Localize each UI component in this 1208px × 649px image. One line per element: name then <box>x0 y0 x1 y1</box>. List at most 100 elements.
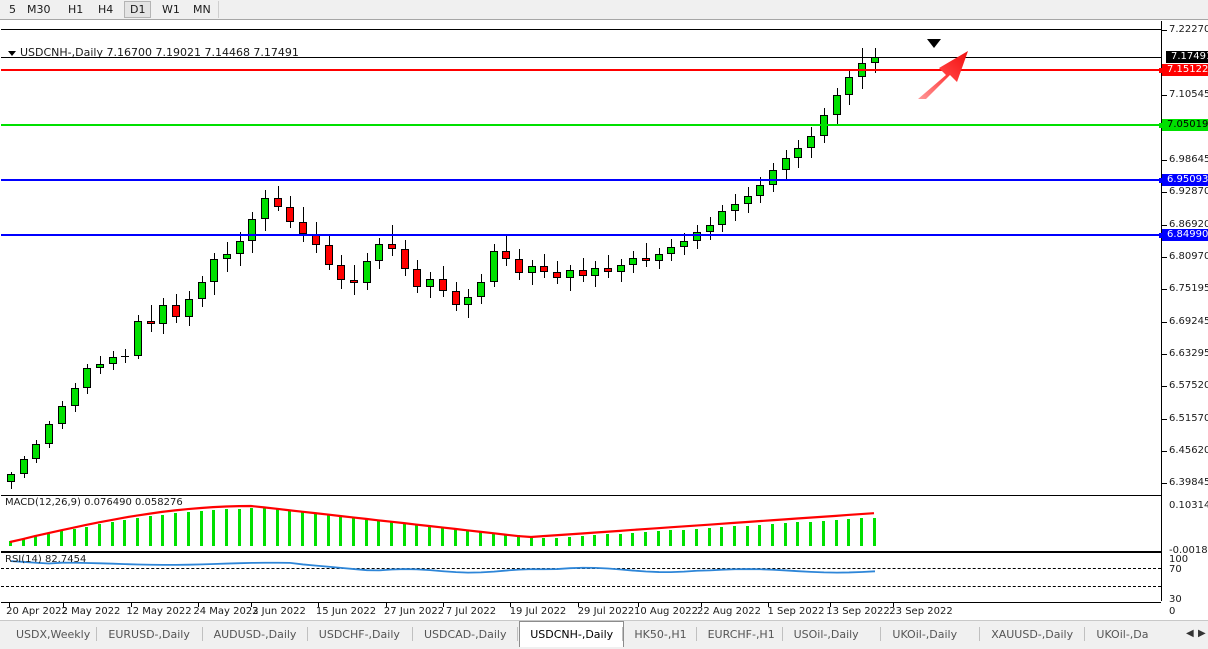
candlestick <box>871 21 879 493</box>
candlestick <box>109 21 117 493</box>
horizontal-level-line[interactable] <box>1 178 1161 181</box>
timeframe-h4-button[interactable]: H4 <box>98 3 114 16</box>
horizontal-level-line[interactable] <box>1 68 1161 71</box>
price-level-marker[interactable] <box>1159 177 1164 183</box>
candle-wick <box>151 304 152 332</box>
date-tick <box>198 603 199 607</box>
candle-wick <box>570 264 571 292</box>
up-right-arrow-annotation[interactable] <box>916 49 976 101</box>
candlestick <box>388 21 396 493</box>
chart-tab-ukoil-daily[interactable]: UKOil-,Daily <box>892 628 958 641</box>
chart-tab-ukoil-da[interactable]: UKOil-,Da <box>1096 628 1149 641</box>
chart-window[interactable]: USDCNH-,Daily 7.16700 7.19021 7.14468 7.… <box>0 19 1208 620</box>
chart-tab-audusd-daily[interactable]: AUDUSD-,Daily <box>213 628 297 641</box>
tab-separator <box>201 627 203 641</box>
candle-body <box>147 321 155 324</box>
price-tick <box>1162 451 1167 453</box>
price-level-badge[interactable]: 7.05019 <box>1162 119 1208 132</box>
candlestick <box>325 21 333 493</box>
candle-body <box>134 321 142 356</box>
horizontal-level-line[interactable] <box>1 124 1161 127</box>
chart-tab-xauusd-daily[interactable]: XAUUSD-,Daily <box>991 628 1074 641</box>
macd-histogram-bar <box>708 528 711 546</box>
price-tick-label: 6.39845 <box>1169 476 1208 488</box>
rsi-level-line <box>1 585 1161 587</box>
price-level-badge[interactable]: 7.15122 <box>1162 63 1208 76</box>
chart-tab-usoil-daily[interactable]: USOil-,Daily <box>793 628 859 641</box>
price-level-badge[interactable]: 6.95093 <box>1162 173 1208 186</box>
candlestick <box>731 21 739 493</box>
candlestick <box>198 21 206 493</box>
chart-tab-usdcnh-daily[interactable]: USDCNH-,Daily <box>519 621 625 647</box>
macd-histogram-bar <box>695 528 698 546</box>
candlestick <box>350 21 358 493</box>
macd-histogram-bar <box>606 534 609 546</box>
macd-histogram-bar <box>327 514 330 546</box>
chart-top-boundary-line <box>1 29 1161 30</box>
candlestick <box>185 21 193 493</box>
price-tick <box>1162 354 1167 356</box>
candle-body <box>413 268 421 287</box>
macd-pane[interactable]: MACD(12,26,9) 0.076490 0.058276 <box>1 495 1161 552</box>
candlestick <box>413 21 421 493</box>
macd-histogram-bar <box>365 518 368 546</box>
timeframe-5-button[interactable]: 5 <box>9 3 16 16</box>
candle-body <box>655 253 663 262</box>
price-pane[interactable] <box>1 21 1161 493</box>
macd-histogram-bar <box>73 528 76 546</box>
candlestick <box>477 21 485 493</box>
price-tick-label: 6.80970 <box>1169 251 1208 263</box>
chart-tab-bar[interactable]: USDX,Weekly EURUSD-,Daily AUDUSD-,Daily USD… <box>0 620 1208 649</box>
candlestick <box>452 21 460 493</box>
triangle-down-icon[interactable] <box>8 50 16 56</box>
price-tick-label: 6.86920 <box>1169 218 1208 230</box>
price-level-badge[interactable]: 6.84990 <box>1162 229 1208 242</box>
price-axis[interactable]: 7.22270 7.10545 6.98645 6.92870 6.86920 6.809… <box>1159 21 1208 617</box>
chart-tab-hk50-h1[interactable]: HK50-,H1 <box>634 628 687 641</box>
candlestick <box>236 21 244 493</box>
timeframe-mn-button[interactable]: MN <box>193 3 211 16</box>
tab-scroll-right-icon[interactable]: ▶ <box>1198 628 1206 639</box>
price-level-marker[interactable] <box>1159 233 1164 239</box>
chart-plot-area[interactable]: MACD(12,26,9) 0.076490 0.058276 RSI(14) … <box>1 21 1161 601</box>
timeframe-w1-button[interactable]: W1 <box>162 3 180 16</box>
price-tick-label: 6.69245 <box>1169 315 1208 327</box>
candlestick <box>121 21 129 493</box>
chart-tab-usdchf-daily[interactable]: USDCHF-,Daily <box>318 628 400 641</box>
date-tick <box>63 603 64 607</box>
chart-tab-usdcad-daily[interactable]: USDCAD-,Daily <box>424 628 507 641</box>
price-level-marker[interactable] <box>1159 123 1164 129</box>
candle-wick <box>544 253 545 278</box>
timeframe-h1-button[interactable]: H1 <box>68 3 84 16</box>
candlestick <box>744 21 752 493</box>
candlestick <box>375 21 383 493</box>
candlestick <box>96 21 104 493</box>
chart-tab-eurchf-h1[interactable]: EURCHF-,H1 <box>707 628 775 641</box>
current-price-line <box>1 56 1161 58</box>
macd-histogram-bar <box>187 511 190 546</box>
rsi-scale-label: 100 <box>1169 554 1189 565</box>
horizontal-level-line[interactable] <box>1 234 1161 237</box>
timeframe-d1-button[interactable]: D1 <box>124 1 152 18</box>
date-axis[interactable]: 20 Apr 2022 2 May 2022 12 May 2022 24 May 2… <box>1 602 1161 620</box>
candle-body <box>477 281 485 297</box>
timeframe-m30-button[interactable]: M30 <box>27 3 51 16</box>
date-tick-label: 29 Jul 2022 <box>577 606 635 617</box>
candle-body <box>540 265 548 272</box>
price-tick <box>1162 257 1167 259</box>
macd-histogram-bar <box>530 536 533 546</box>
macd-scale-top: 0.103149 <box>1169 500 1208 511</box>
chart-tab-usdx-weekly[interactable]: USDX,Weekly <box>16 628 91 641</box>
price-tick-label: 7.22270 <box>1169 24 1208 36</box>
chart-tab-eurusd-daily[interactable]: EURUSD-,Daily <box>108 628 190 641</box>
tab-scroll-left-icon[interactable]: ◀ <box>1186 628 1194 639</box>
macd-histogram-bar <box>34 536 37 546</box>
rsi-pane[interactable]: RSI(14) 82.7454 <box>1 552 1161 601</box>
macd-histogram-bar <box>517 535 520 546</box>
toolbar-separator <box>218 1 219 18</box>
candle-body <box>388 243 396 249</box>
price-tick <box>1162 224 1167 226</box>
candlestick <box>32 21 40 493</box>
price-level-marker[interactable] <box>1159 67 1164 73</box>
date-tick-label: 24 May 2022 <box>193 606 259 617</box>
